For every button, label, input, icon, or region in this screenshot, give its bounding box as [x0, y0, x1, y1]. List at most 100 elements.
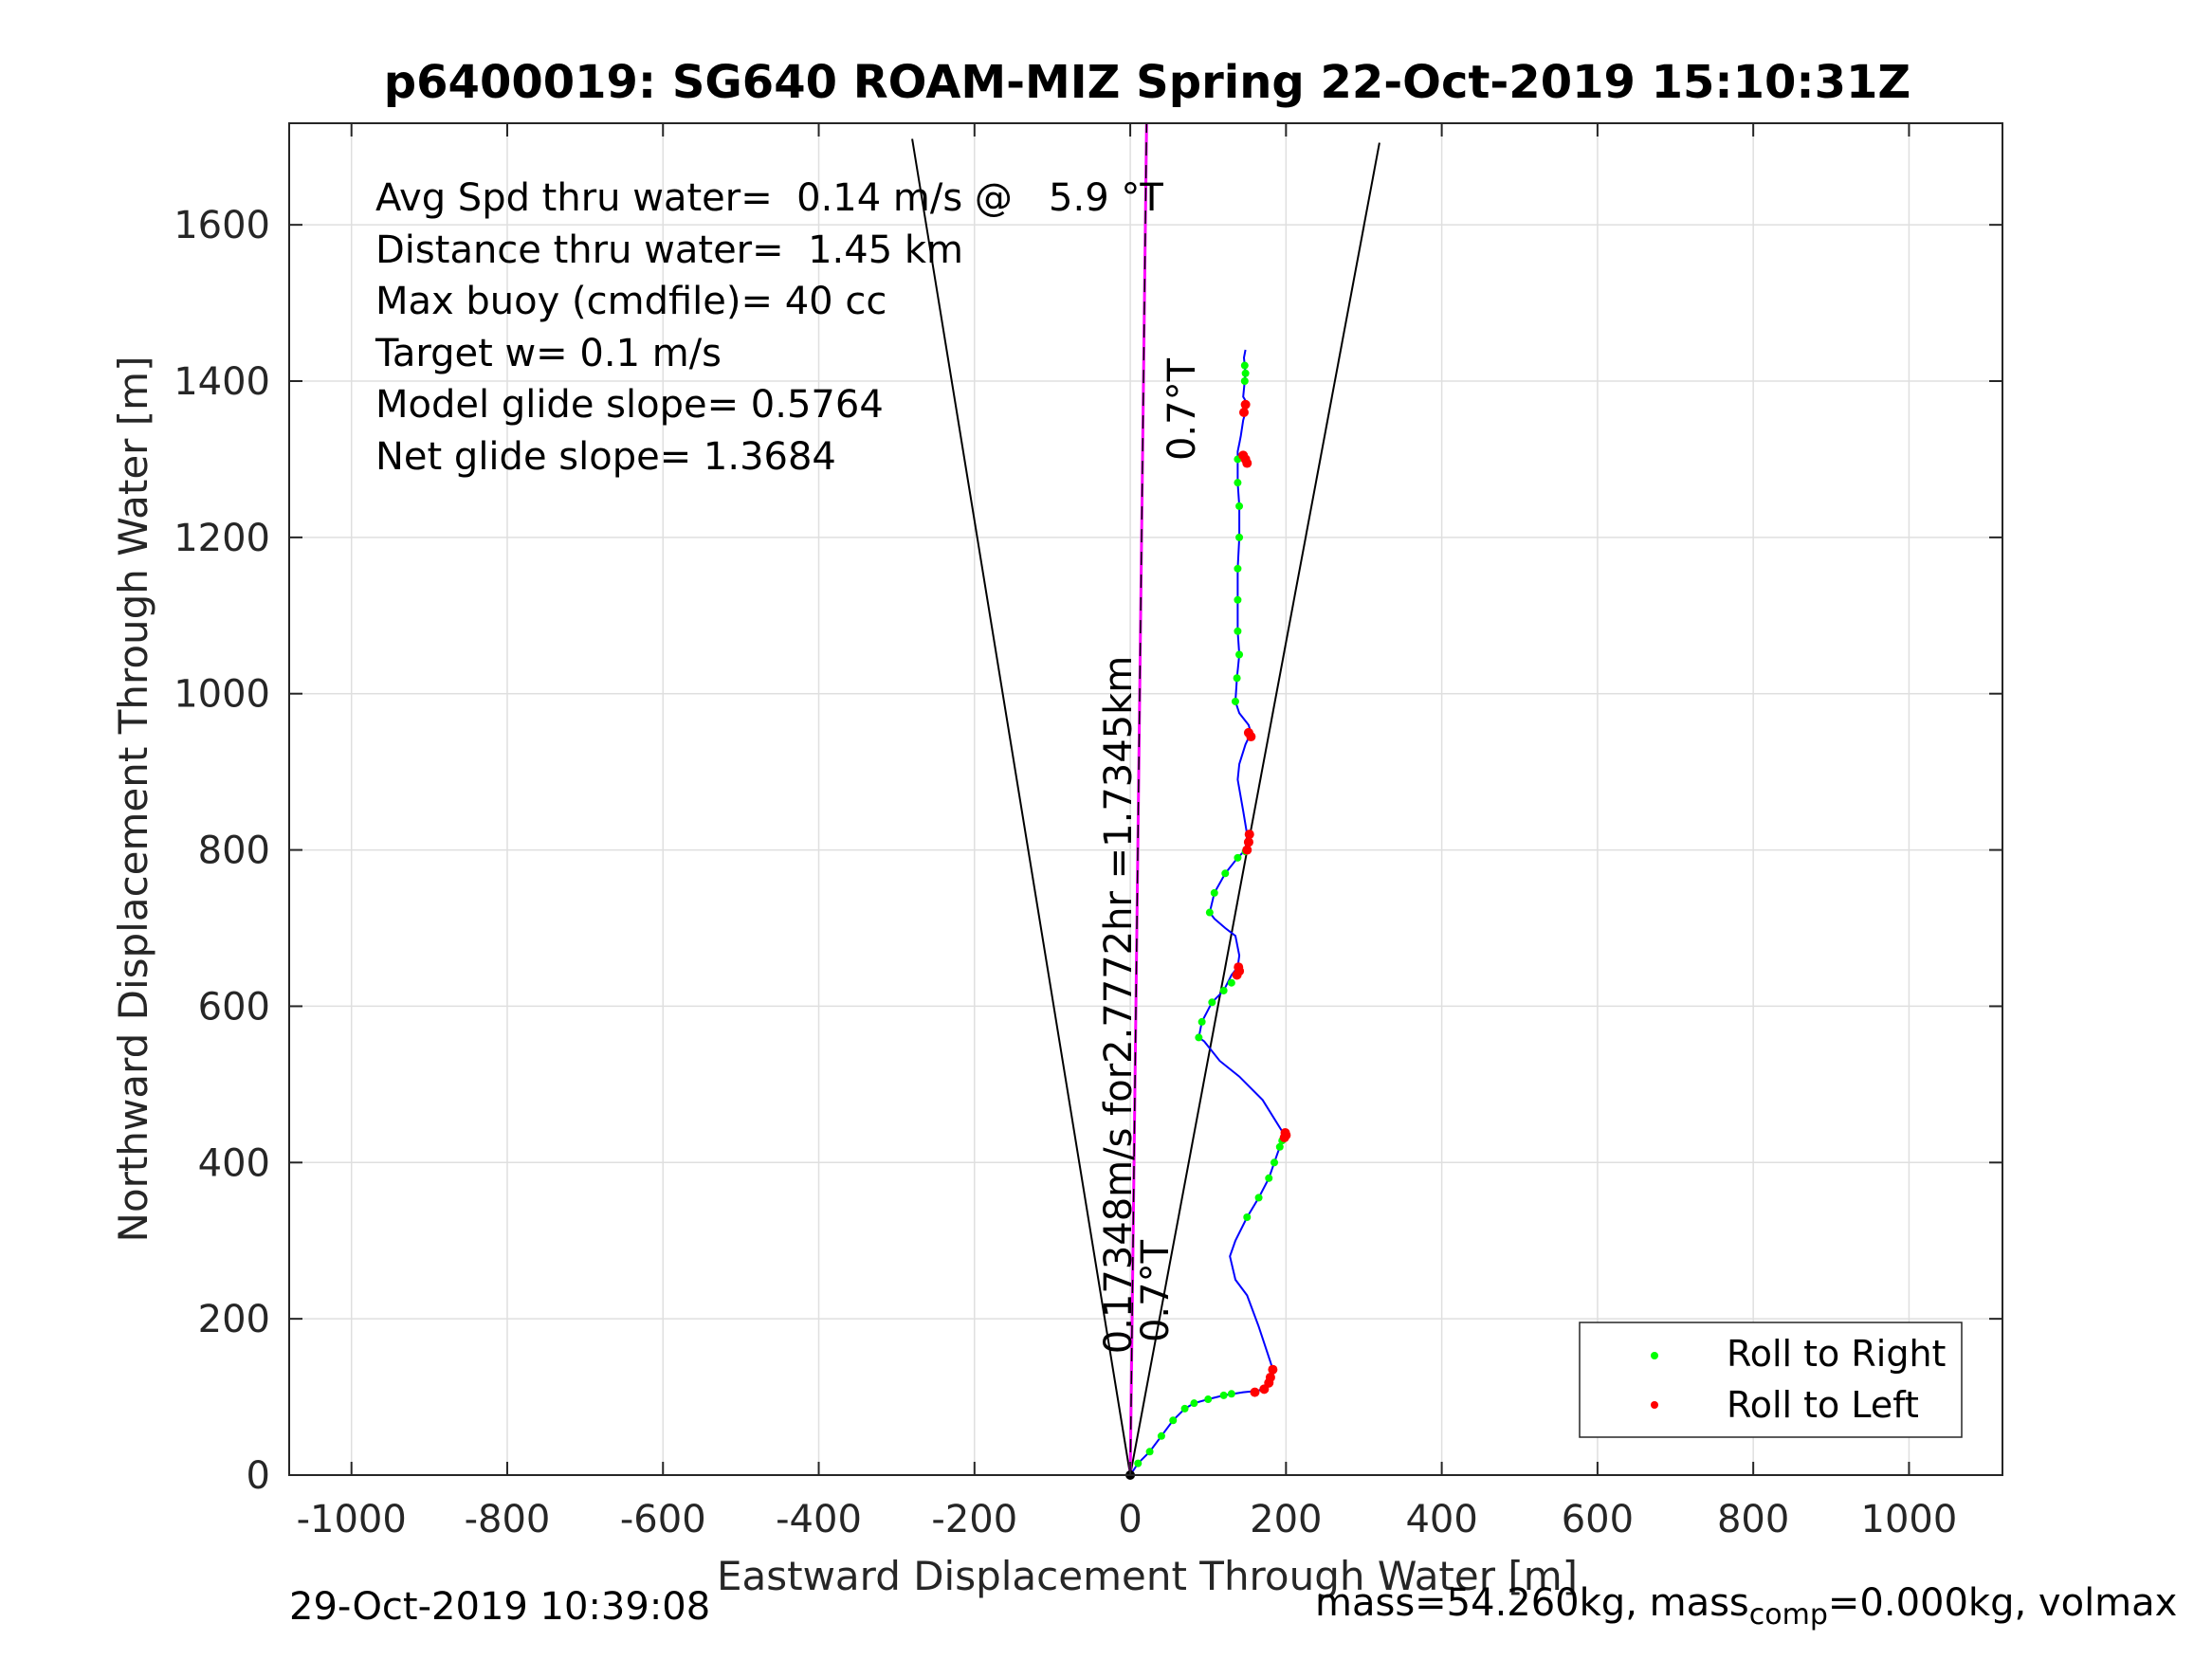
- annotation-target-w: Target w= 0.1 m/s: [375, 332, 722, 375]
- y-tick-label: 600: [198, 985, 270, 1029]
- roll-right-point: [1254, 1194, 1263, 1202]
- plot-area: [289, 123, 2002, 1475]
- y-tick-label: 1000: [174, 673, 270, 717]
- roll-left-point: [1265, 1372, 1275, 1382]
- legend-label-roll-right: Roll to Right: [1727, 1333, 1946, 1375]
- roll-right-point: [1234, 853, 1242, 862]
- roll-right-point: [1234, 564, 1242, 573]
- roll-right-point: [1265, 1174, 1273, 1182]
- roll-left-point: [1238, 407, 1249, 417]
- mass-text: mass=54.260kg, mass: [1315, 1581, 1749, 1625]
- heading-label-top: 0.7°T: [1161, 357, 1204, 461]
- roll-right-series: [1134, 361, 1287, 1468]
- roll-right-point: [1240, 361, 1249, 370]
- roll-left-point: [1242, 845, 1252, 855]
- annotation-net-glide: Net glide slope= 1.3684: [375, 435, 836, 479]
- roll-right-point: [1157, 1431, 1165, 1440]
- annotation-max-buoy: Max buoy (cmdfile)= 40 cc: [375, 280, 887, 323]
- roll-right-point: [1234, 627, 1242, 635]
- x-tick-label: -600: [620, 1498, 706, 1541]
- roll-left-point: [1244, 830, 1254, 840]
- x-tick-label: 1000: [1861, 1498, 1958, 1541]
- x-tick-label: 200: [1250, 1498, 1322, 1541]
- roll-right-point: [1205, 908, 1214, 917]
- legend-marker-roll-right: [1651, 1352, 1658, 1359]
- roll-left-series: [1232, 399, 1291, 1397]
- footer-mass-info: mass=54.260kg, masscomp=0.000kg, volmax: [1315, 1581, 2177, 1637]
- y-tick-label: 400: [198, 1141, 270, 1185]
- roll-right-point: [1190, 1399, 1198, 1408]
- speed-distance-label: 0.17348m/s for2.7772hr =1.7345km: [1097, 656, 1141, 1354]
- x-tick-label: -400: [776, 1498, 862, 1541]
- y-tick-label: 0: [247, 1454, 270, 1498]
- roll-right-point: [1219, 986, 1228, 994]
- roll-right-point: [1227, 978, 1235, 987]
- grid-lines: [289, 123, 2002, 1476]
- plot-frame: [288, 122, 2003, 1476]
- roll-left-point: [1243, 837, 1253, 848]
- y-tick-label: 1200: [174, 517, 270, 560]
- x-tick-label: -800: [465, 1498, 551, 1541]
- roll-right-point: [1208, 998, 1216, 1007]
- roll-right-point: [1169, 1416, 1178, 1425]
- roll-right-point: [1234, 595, 1242, 604]
- x-tick-label: 800: [1717, 1498, 1789, 1541]
- roll-left-point: [1243, 727, 1253, 738]
- roll-right-point: [1219, 1391, 1228, 1399]
- roll-right-point: [1221, 869, 1230, 878]
- heading-cone: [911, 138, 1380, 1476]
- legend-box: [1579, 1322, 1963, 1438]
- roll-right-point: [1271, 1158, 1279, 1167]
- legend-marker-roll-left: [1651, 1401, 1658, 1409]
- y-tick-label: 1400: [174, 360, 270, 404]
- roll-right-point: [1243, 1212, 1252, 1221]
- mass-subscript: comp: [1748, 1598, 1828, 1632]
- roll-right-point: [1275, 1142, 1284, 1151]
- x-tick-label: -1000: [297, 1498, 407, 1541]
- x-tick-label: 400: [1405, 1498, 1477, 1541]
- roll-right-point: [1240, 377, 1249, 386]
- roll-right-point: [1210, 888, 1218, 897]
- x-tick-labels: -1000 -800 -600 -400 -200 0 200 400 600 800 1000: [297, 1498, 1958, 1541]
- roll-left-point: [1240, 399, 1251, 410]
- roll-right-point: [1231, 697, 1239, 705]
- roll-right-point: [1233, 674, 1241, 683]
- cone-line: [1129, 142, 1380, 1476]
- y-tick-label: 1600: [174, 204, 270, 247]
- x-tick-label: 600: [1562, 1498, 1634, 1541]
- annotation-model-glide: Model glide slope= 0.5764: [375, 383, 884, 427]
- footer-timestamp: 29-Oct-2019 10:39:08: [289, 1585, 711, 1629]
- roll-right-point: [1235, 501, 1244, 510]
- chart-title: p6400019: SG640 ROAM-MIZ Spring 22-Oct-2…: [384, 56, 1910, 109]
- x-axis-label: Eastward Displacement Through Water [m]: [717, 1553, 1578, 1599]
- y-tick-label: 800: [198, 830, 270, 873]
- roll-right-point: [1134, 1459, 1143, 1468]
- roll-right-point: [1197, 1017, 1206, 1026]
- x-tick-label: -200: [931, 1498, 1017, 1541]
- roll-right-point: [1227, 1390, 1235, 1398]
- axis-ticks: [289, 123, 2002, 1476]
- roll-right-point: [1145, 1448, 1154, 1456]
- roll-right-point: [1180, 1404, 1189, 1413]
- legend-label-roll-left: Roll to Left: [1727, 1384, 1919, 1426]
- annotation-distance: Distance thru water= 1.45 km: [375, 228, 963, 272]
- annotation-avg-speed: Avg Spd thru water= 0.14 m/s @ 5.9 °T: [375, 176, 1163, 220]
- legend: Roll to Right Roll to Left: [1579, 1322, 1963, 1438]
- roll-right-point: [1195, 1033, 1203, 1042]
- roll-right-point: [1204, 1395, 1213, 1404]
- roll-left-point: [1268, 1364, 1278, 1375]
- roll-left-point: [1238, 450, 1249, 461]
- heading-line: [1128, 122, 1148, 1476]
- roll-right-point: [1235, 533, 1244, 541]
- heading-label-bottom: 0.7°T: [1134, 1239, 1178, 1342]
- stats-annotations: Avg Spd thru water= 0.14 m/s @ 5.9 °T Di…: [375, 176, 1163, 479]
- heading-line-dash: [1129, 122, 1148, 1476]
- y-tick-labels: 0 200 400 600 800 1000 1200 1400 1600: [174, 204, 270, 1498]
- roll-left-point: [1250, 1387, 1260, 1397]
- cone-line: [911, 138, 1132, 1476]
- x-tick-label: 0: [1118, 1498, 1142, 1541]
- roll-left-point: [1234, 962, 1244, 973]
- y-tick-label: 200: [198, 1298, 270, 1341]
- roll-right-point: [1234, 479, 1242, 487]
